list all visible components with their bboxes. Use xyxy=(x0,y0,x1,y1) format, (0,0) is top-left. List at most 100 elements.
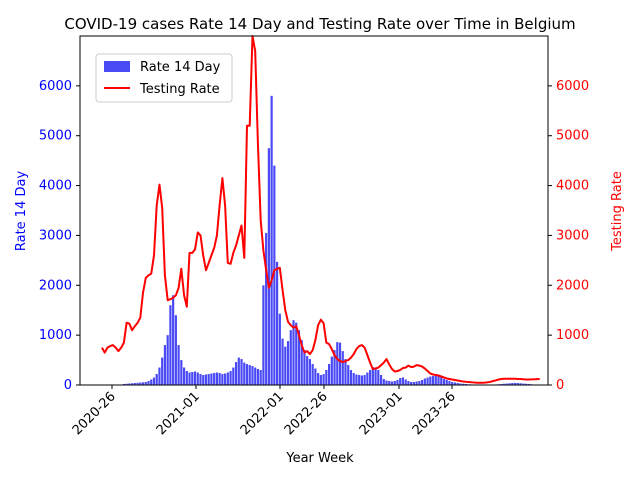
bar xyxy=(371,367,374,385)
bar xyxy=(426,377,429,385)
bar xyxy=(144,382,147,385)
bar xyxy=(344,359,347,385)
bar xyxy=(297,330,301,385)
line-series xyxy=(101,35,540,384)
bar xyxy=(188,372,191,385)
bar-series xyxy=(100,95,539,385)
bar xyxy=(174,315,177,385)
bar xyxy=(161,357,164,385)
bar xyxy=(224,373,227,385)
bar xyxy=(232,367,235,385)
bar xyxy=(308,359,312,385)
bar xyxy=(434,375,437,385)
bar xyxy=(273,165,276,385)
bar xyxy=(133,383,136,385)
bar xyxy=(442,379,446,385)
bar xyxy=(363,375,366,385)
bar xyxy=(128,383,131,385)
right-tick-label: 4000 xyxy=(556,179,589,194)
bar xyxy=(281,338,284,385)
bar xyxy=(278,313,281,385)
bar xyxy=(333,350,336,385)
testing-rate-line xyxy=(101,35,540,384)
bar xyxy=(412,382,415,385)
bar xyxy=(125,383,128,385)
bar xyxy=(152,377,156,385)
bar xyxy=(352,373,355,385)
bar xyxy=(136,382,139,385)
bar xyxy=(196,372,199,385)
bar xyxy=(459,383,462,385)
bar xyxy=(204,374,208,385)
bar xyxy=(182,367,186,385)
bar xyxy=(511,383,514,385)
bar xyxy=(199,374,202,385)
bar xyxy=(360,375,363,385)
bar xyxy=(147,381,150,385)
bar xyxy=(322,374,325,385)
bar xyxy=(150,379,153,385)
bar xyxy=(388,381,391,385)
x-tick-label: 2023-26 xyxy=(410,389,459,438)
bar xyxy=(317,373,320,385)
bar xyxy=(369,370,372,385)
bar xyxy=(437,376,440,385)
bar xyxy=(314,368,317,385)
bar xyxy=(431,376,435,385)
bar xyxy=(180,360,183,385)
bar xyxy=(399,378,402,385)
bar xyxy=(295,322,298,385)
bar xyxy=(336,342,339,385)
bar xyxy=(508,383,511,385)
left-tick-label: 4000 xyxy=(39,179,72,194)
bar xyxy=(385,380,388,385)
bar xyxy=(191,372,194,385)
bar xyxy=(311,364,314,385)
bar xyxy=(292,320,295,385)
left-tick-label: 1000 xyxy=(39,328,72,343)
bar xyxy=(158,367,161,385)
right-tick-label: 2000 xyxy=(556,278,589,293)
bar xyxy=(210,373,213,385)
left-tick-label: 0 xyxy=(64,378,72,393)
x-tick-label: 2022-26 xyxy=(282,389,331,438)
bar xyxy=(366,372,369,385)
bar xyxy=(462,383,465,385)
bar xyxy=(265,232,268,385)
bar xyxy=(276,261,279,385)
left-tick-label: 2000 xyxy=(39,278,72,293)
bar xyxy=(243,362,246,385)
bar xyxy=(514,382,517,385)
bar xyxy=(407,381,410,385)
x-tick-label: 2021-01 xyxy=(154,389,203,438)
left-tick-label: 3000 xyxy=(39,228,72,243)
x-tick-label: 2020-26 xyxy=(70,389,119,438)
bar xyxy=(355,374,358,385)
bar xyxy=(300,340,303,385)
bar xyxy=(456,383,459,385)
bar xyxy=(169,305,172,385)
bar xyxy=(440,377,443,385)
bar xyxy=(327,364,331,385)
bar xyxy=(262,285,265,385)
bar xyxy=(177,345,180,385)
bar xyxy=(215,372,218,385)
bar xyxy=(519,383,522,385)
bar xyxy=(421,380,424,385)
bar xyxy=(248,365,251,385)
bar xyxy=(234,362,238,385)
bar xyxy=(306,356,309,385)
bar xyxy=(341,351,344,385)
bar xyxy=(229,371,232,385)
bar xyxy=(141,382,145,385)
bar xyxy=(524,383,528,385)
bar xyxy=(516,383,519,385)
y-axis-right-label: Testing Rate xyxy=(610,171,625,252)
plot-frame xyxy=(79,35,549,386)
bar xyxy=(284,346,287,385)
bar xyxy=(240,359,243,385)
bar xyxy=(374,367,377,385)
legend-label-line: Testing Rate xyxy=(139,82,220,97)
bar xyxy=(131,383,134,385)
x-tick-label: 2022-01 xyxy=(238,389,287,438)
